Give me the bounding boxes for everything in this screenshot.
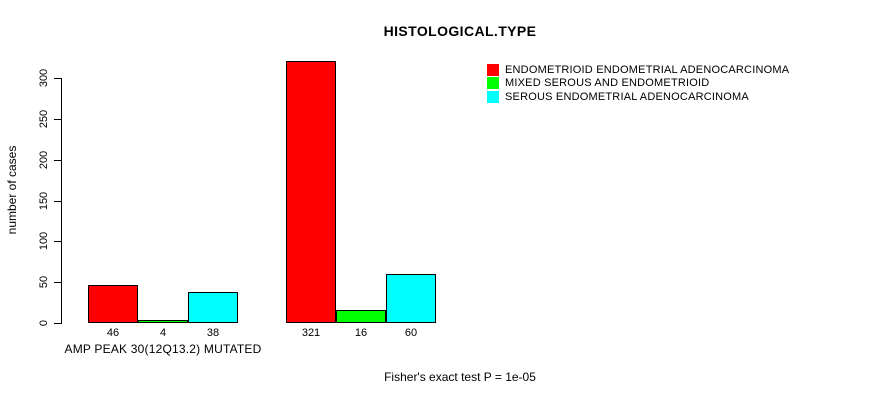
y-axis-tick <box>54 160 62 161</box>
legend-swatch-icon <box>487 90 499 103</box>
y-axis-tick-label: 0 <box>38 319 50 327</box>
y-axis-tick-label: 200 <box>38 150 50 170</box>
legend-swatch-icon <box>487 77 499 90</box>
legend-swatch-icon <box>487 63 499 76</box>
bar-group1-series3 <box>188 292 238 323</box>
y-axis-tick <box>54 282 62 283</box>
bar-value-label: 60 <box>404 327 418 339</box>
bar-group2-series1 <box>286 61 336 323</box>
bar-group2-series3 <box>386 274 436 323</box>
y-axis-tick <box>54 323 62 324</box>
y-axis-tick <box>54 201 62 202</box>
legend-row: ENDOMETRIOID ENDOMETRIAL ADENOCARCINOMA <box>487 63 789 77</box>
bar-value-label: 38 <box>206 327 220 339</box>
y-axis-tick-label: 150 <box>38 191 50 211</box>
bar-group1-series1 <box>88 285 138 323</box>
legend-label: MIXED SEROUS AND ENDOMETRIOID <box>505 77 710 90</box>
legend-label: SEROUS ENDOMETRIAL ADENOCARCINOMA <box>505 90 749 103</box>
y-axis-tick-label: 50 <box>38 275 50 289</box>
legend-label: ENDOMETRIOID ENDOMETRIAL ADENOCARCINOMA <box>505 63 790 76</box>
x-group-label: AMP PEAK 30(12Q13.2) MUTATED <box>64 342 262 356</box>
bar-value-label: 4 <box>159 327 167 339</box>
bar-group1-series2 <box>138 320 188 323</box>
y-axis-tick <box>54 119 62 120</box>
y-axis-tick <box>54 241 62 242</box>
bar-value-label: 46 <box>106 327 120 339</box>
fisher-test-annotation: Fisher's exact test P = 1e-05 <box>384 370 536 384</box>
y-axis-tick <box>54 78 62 79</box>
y-axis-tick-label: 300 <box>38 68 50 88</box>
y-axis-label: number of cases <box>5 145 19 235</box>
legend-row: MIXED SEROUS AND ENDOMETRIOID <box>487 77 789 91</box>
chart-title: HISTOLOGICAL.TYPE <box>383 23 537 39</box>
legend: ENDOMETRIOID ENDOMETRIAL ADENOCARCINOMA M… <box>487 63 789 104</box>
y-axis-tick-label: 250 <box>38 109 50 129</box>
bar-value-label: 321 <box>301 327 321 339</box>
y-axis-tick-label: 100 <box>38 231 50 251</box>
legend-row: SEROUS ENDOMETRIAL ADENOCARCINOMA <box>487 90 789 104</box>
bar-value-label: 16 <box>354 327 368 339</box>
bar-group2-series2 <box>336 310 386 323</box>
